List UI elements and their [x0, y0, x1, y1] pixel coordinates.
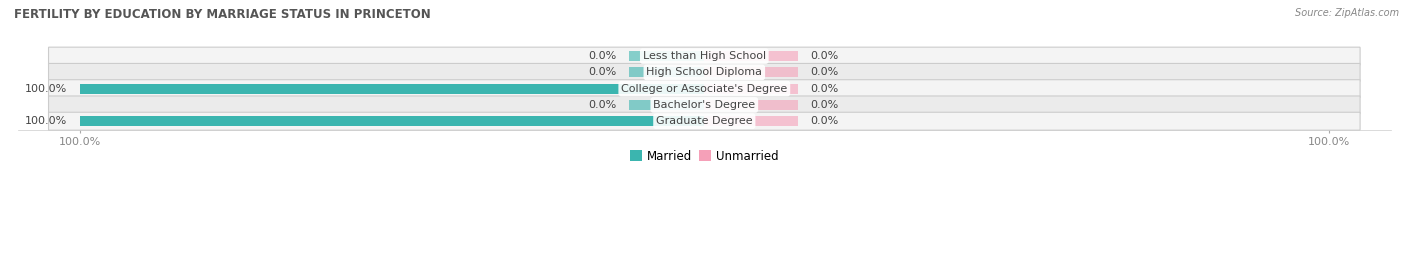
- Text: 100.0%: 100.0%: [25, 116, 67, 126]
- Bar: [630, 51, 704, 61]
- Text: 0.0%: 0.0%: [589, 51, 617, 61]
- Bar: [704, 116, 799, 126]
- Bar: [704, 100, 799, 110]
- Text: Less than High School: Less than High School: [643, 51, 766, 61]
- Text: 0.0%: 0.0%: [810, 116, 839, 126]
- FancyBboxPatch shape: [49, 80, 1360, 98]
- Text: Bachelor's Degree: Bachelor's Degree: [654, 100, 755, 110]
- Text: 0.0%: 0.0%: [810, 51, 839, 61]
- Bar: [630, 100, 704, 110]
- Bar: [704, 67, 799, 77]
- Bar: [704, 84, 799, 94]
- FancyBboxPatch shape: [49, 47, 1360, 65]
- Text: Graduate Degree: Graduate Degree: [657, 116, 752, 126]
- Text: 0.0%: 0.0%: [810, 67, 839, 77]
- Text: 0.0%: 0.0%: [810, 84, 839, 94]
- FancyBboxPatch shape: [49, 64, 1360, 81]
- Bar: [80, 84, 704, 94]
- Legend: Married, Unmarried: Married, Unmarried: [626, 145, 783, 168]
- Text: 100.0%: 100.0%: [25, 84, 67, 94]
- Bar: [704, 51, 799, 61]
- Text: High School Diploma: High School Diploma: [647, 67, 762, 77]
- Bar: [80, 116, 704, 126]
- Text: College or Associate's Degree: College or Associate's Degree: [621, 84, 787, 94]
- Bar: [630, 67, 704, 77]
- Text: FERTILITY BY EDUCATION BY MARRIAGE STATUS IN PRINCETON: FERTILITY BY EDUCATION BY MARRIAGE STATU…: [14, 8, 430, 21]
- Text: 0.0%: 0.0%: [589, 67, 617, 77]
- FancyBboxPatch shape: [49, 96, 1360, 114]
- Text: Source: ZipAtlas.com: Source: ZipAtlas.com: [1295, 8, 1399, 18]
- Text: 0.0%: 0.0%: [810, 100, 839, 110]
- Text: 0.0%: 0.0%: [589, 100, 617, 110]
- FancyBboxPatch shape: [49, 112, 1360, 130]
